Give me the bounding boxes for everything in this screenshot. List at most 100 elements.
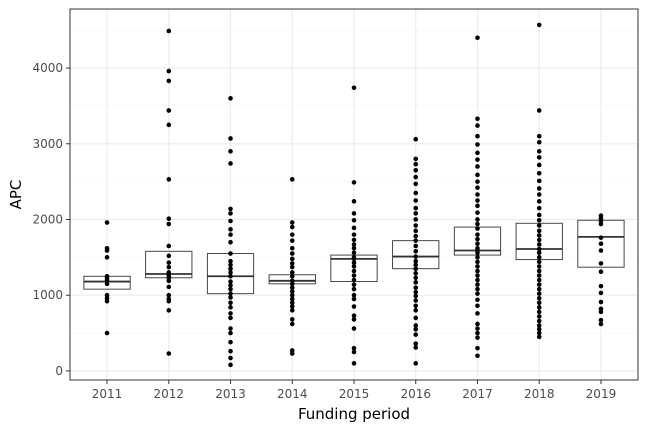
data-point [475, 282, 480, 287]
data-point [413, 254, 419, 259]
data-point [166, 298, 172, 304]
data-point [475, 150, 480, 156]
data-point [536, 192, 542, 197]
data-point [536, 282, 542, 287]
data-point [228, 161, 233, 166]
data-point [413, 293, 419, 299]
data-point [351, 349, 357, 355]
data-point [536, 291, 542, 296]
data-point [289, 292, 295, 298]
data-point [351, 242, 357, 247]
data-point [228, 295, 233, 300]
data-point [289, 351, 295, 356]
y-tick-label: 4000 [32, 61, 63, 75]
data-point [536, 242, 542, 247]
data-point [536, 149, 542, 154]
points-2018 [536, 22, 542, 340]
data-point [104, 281, 110, 287]
data-point [413, 243, 419, 249]
data-point [289, 264, 295, 270]
data-point [475, 35, 480, 41]
x-axis: 2011 2012 2013 2014 2015 2016 2017 2018 2019 [92, 380, 616, 401]
data-point [475, 210, 480, 215]
data-point [228, 330, 233, 336]
data-point [475, 259, 480, 265]
data-point [166, 122, 172, 128]
data-point [475, 221, 480, 227]
data-point [536, 309, 542, 315]
data-point [475, 297, 480, 303]
data-point [536, 139, 542, 145]
data-point [228, 218, 233, 224]
data-point [475, 277, 480, 283]
data-point [351, 268, 357, 274]
data-point [536, 273, 542, 278]
y-axis: 0 1000 2000 3000 4000 [32, 61, 70, 378]
data-point [228, 258, 233, 264]
data-point [536, 318, 542, 324]
data-point [413, 262, 419, 268]
data-point [536, 268, 542, 274]
x-tick-label: 2018 [524, 387, 555, 401]
data-point [475, 250, 480, 256]
data-point [598, 221, 604, 227]
data-point [536, 155, 542, 160]
data-point [413, 198, 419, 203]
data-point [536, 228, 542, 234]
x-axis-title: Funding period [298, 405, 410, 423]
data-point [166, 221, 172, 227]
data-point [351, 292, 357, 298]
data-point [475, 326, 480, 331]
data-point [413, 289, 419, 295]
data-point [475, 286, 480, 292]
data-point [289, 270, 295, 275]
data-point [598, 290, 604, 296]
x-tick-label: 2012 [154, 387, 185, 401]
data-point [413, 156, 419, 162]
data-point [104, 248, 110, 253]
data-point [536, 108, 542, 113]
data-point [475, 157, 480, 162]
data-point [536, 330, 542, 336]
data-point [475, 142, 480, 147]
data-point [351, 245, 357, 251]
data-point [413, 303, 419, 309]
data-point [598, 283, 604, 289]
data-point [351, 326, 357, 331]
data-point [351, 217, 357, 223]
data-point [351, 211, 357, 216]
data-point [536, 286, 542, 292]
data-point [598, 235, 604, 240]
data-point [475, 133, 480, 139]
data-point [413, 238, 419, 243]
data-point [413, 248, 419, 254]
data-point [413, 167, 419, 173]
data-point [228, 227, 233, 232]
data-point [228, 136, 233, 141]
data-point [166, 264, 172, 270]
data-point [289, 304, 295, 309]
data-point [413, 136, 419, 142]
data-point [413, 275, 419, 281]
data-point [536, 246, 542, 252]
data-point [475, 192, 480, 197]
data-point [475, 217, 480, 222]
data-point [475, 236, 480, 242]
data-point [228, 300, 233, 306]
data-point [104, 255, 110, 260]
data-point [289, 285, 295, 290]
data-point [351, 250, 357, 256]
data-point [351, 256, 357, 262]
data-point [475, 273, 480, 278]
data-point [166, 108, 172, 113]
data-point [413, 270, 419, 276]
data-point [289, 289, 295, 294]
data-point [413, 161, 419, 167]
data-point [228, 362, 233, 368]
data-point [351, 85, 357, 91]
data-point [536, 233, 542, 238]
data-point [598, 321, 604, 327]
data-point [289, 300, 295, 306]
y-tick-label: 0 [55, 364, 63, 378]
data-point [536, 334, 542, 340]
